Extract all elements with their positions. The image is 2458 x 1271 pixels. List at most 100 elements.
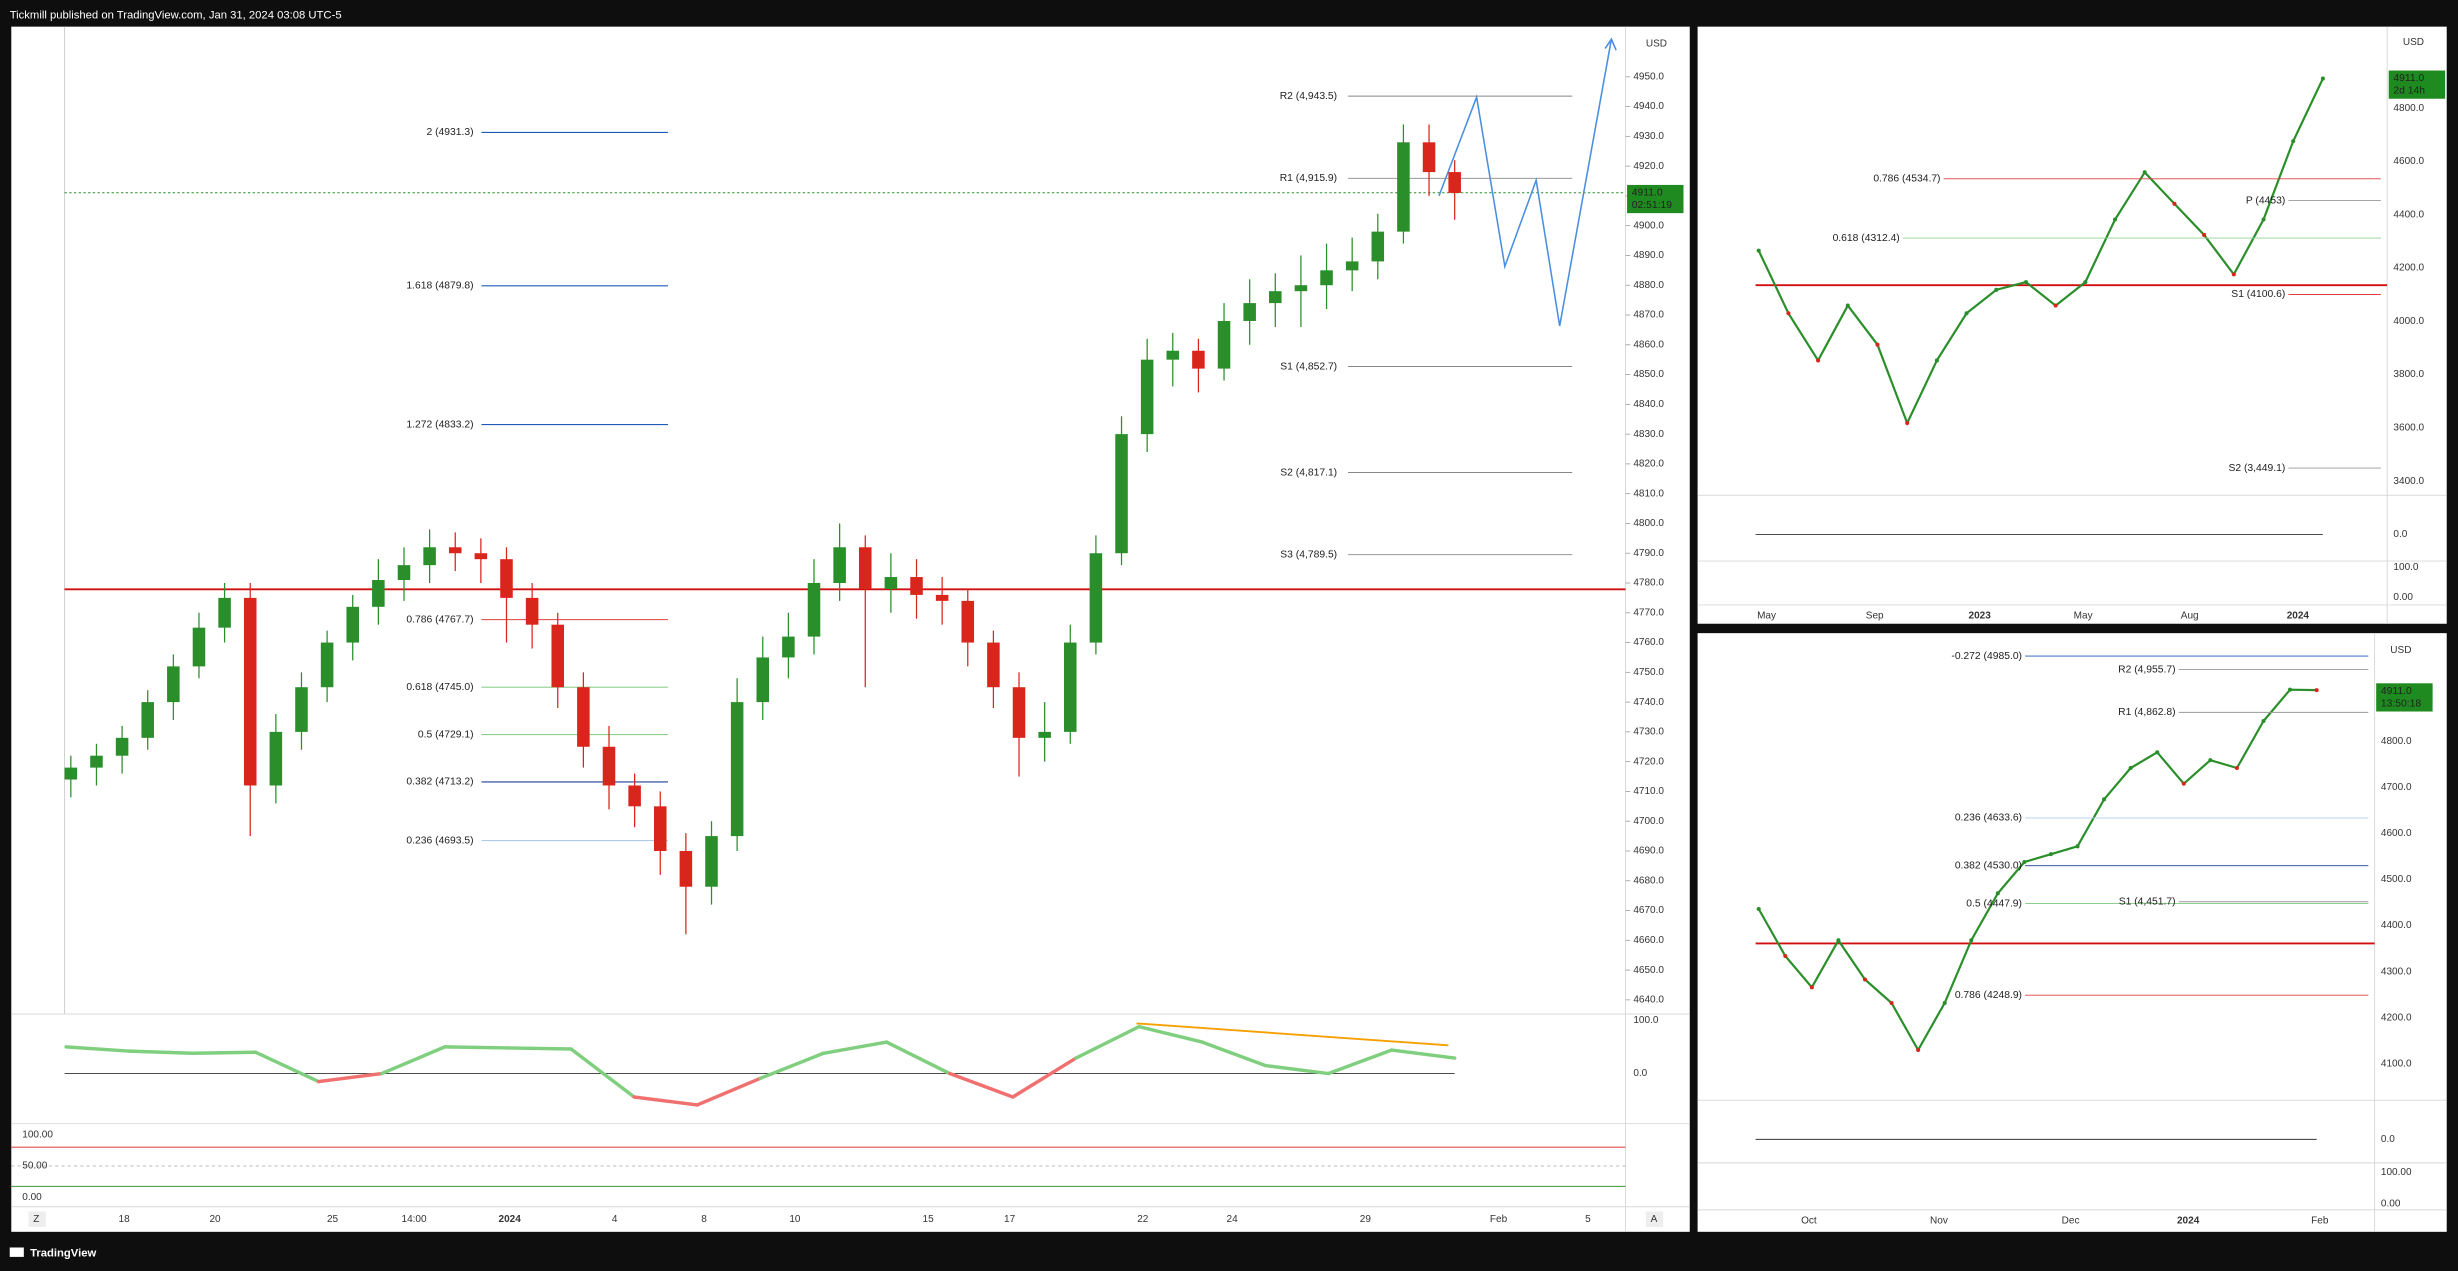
price-label: 3800.0 <box>2393 369 2424 380</box>
weekly-panel <box>1697 26 2447 624</box>
candle-body <box>448 547 462 554</box>
price-label: 4200.0 <box>2393 263 2424 274</box>
momentum-segment <box>506 1046 573 1051</box>
candle-body <box>705 836 718 887</box>
momentum-segment <box>821 1040 889 1056</box>
momentum-segment <box>1074 1024 1141 1060</box>
candle-body <box>192 627 206 667</box>
candle-body <box>833 547 846 583</box>
price-point <box>1836 938 1841 943</box>
fib-label: 0.786 (4767.7) <box>406 614 473 625</box>
candle-body <box>910 577 923 595</box>
main-separators <box>11 26 1690 1232</box>
candle-body <box>397 565 411 581</box>
candle-body <box>551 624 565 688</box>
pivot-label: R2 (4,943.5) <box>1280 91 1337 102</box>
momentum-scale: 0.0 <box>2381 1134 2395 1145</box>
candle-body <box>1064 642 1077 732</box>
price-point <box>2234 765 2239 771</box>
price-point <box>1995 891 2000 896</box>
price-badge <box>2388 70 2446 99</box>
time-label: 8 <box>701 1214 707 1225</box>
time-label: 10 <box>789 1214 801 1225</box>
price-label: 4930.0 <box>1633 131 1664 142</box>
price-point <box>2113 217 2118 222</box>
currency: USD <box>2390 645 2411 656</box>
momentum-segment <box>1389 1048 1457 1060</box>
price-point <box>2048 852 2053 857</box>
momentum-scale: 0.0 <box>1633 1068 1647 1079</box>
momentum-segment <box>695 1076 763 1107</box>
price-label: 4680.0 <box>1633 875 1664 886</box>
daily-separators <box>1697 633 2447 1232</box>
candle-body <box>218 597 231 628</box>
candle-body <box>1448 172 1461 193</box>
momentum-segment <box>253 1050 321 1084</box>
price-label: 4780.0 <box>1633 578 1664 589</box>
momentum-segment <box>190 1050 258 1056</box>
main-panel <box>11 26 1690 1232</box>
time-label: 4 <box>612 1214 618 1225</box>
price-label: 3600.0 <box>2393 423 2424 434</box>
momentum-segment <box>948 1071 1015 1099</box>
price-label: 4750.0 <box>1633 667 1664 678</box>
price-label: 4790.0 <box>1633 548 1664 559</box>
time-label: Nov <box>1930 1216 1948 1227</box>
time-label: 17 <box>1004 1214 1016 1225</box>
price-point <box>2102 797 2107 802</box>
forecast-path <box>1438 39 1613 327</box>
stochastic-scale: 50.00 <box>22 1161 47 1172</box>
time-label: 2024 <box>2287 611 2310 622</box>
price-point <box>2261 718 2266 724</box>
time-label: 15 <box>923 1214 935 1225</box>
time-label: 2024 <box>2177 1216 2200 1227</box>
price-label: 4300.0 <box>2381 966 2412 977</box>
z-button[interactable] <box>28 1211 46 1228</box>
price-point <box>2172 201 2177 206</box>
stochastic-levels <box>11 1146 1626 1187</box>
candle-body <box>1217 320 1231 369</box>
price-badge <box>1627 184 1684 214</box>
candle-body <box>64 767 78 780</box>
price-label: 4000.0 <box>2393 316 2424 327</box>
fib-label: 1.618 (4879.8) <box>406 281 473 292</box>
level-label: 0.618 (4312.4) <box>1833 233 1900 244</box>
candle-body <box>1422 142 1436 173</box>
momentum-segment <box>316 1071 384 1084</box>
momentum-segment <box>64 1045 131 1053</box>
auto-label[interactable]: A <box>1651 1214 1658 1225</box>
price-point <box>2023 280 2029 285</box>
candle-body <box>1192 350 1205 369</box>
badge-countdown: 2d 14h <box>2393 86 2425 97</box>
price-label: 4870.0 <box>1633 310 1664 321</box>
badge-countdown: 02:51:19 <box>1632 200 1672 211</box>
momentum-scale: 100.0 <box>1633 1015 1658 1026</box>
price-label: 4600.0 <box>2381 828 2412 839</box>
candle-body <box>1089 553 1103 643</box>
fib-label: 0.5 (4729.1) <box>418 729 474 740</box>
fib-label: 0.618 (4745.0) <box>406 682 473 693</box>
currency: USD <box>2403 37 2424 48</box>
auto-button[interactable] <box>1645 1211 1664 1228</box>
price-label: 4880.0 <box>1633 280 1664 291</box>
candle-body <box>602 746 616 786</box>
momentum-segment <box>1263 1063 1331 1076</box>
candle-body <box>1294 285 1308 292</box>
candle-body <box>679 850 693 887</box>
price-point <box>2053 303 2058 308</box>
candle-body <box>782 636 795 658</box>
price-label: 4860.0 <box>1633 339 1664 350</box>
candle-body <box>884 577 898 589</box>
level-label: 0.786 (4534.7) <box>1873 174 1940 185</box>
level-label: R1 (4,862.8) <box>2118 707 2175 718</box>
momentum-segment <box>1011 1056 1078 1099</box>
price-label: 4770.0 <box>1633 607 1664 618</box>
pivot-label: S1 (4,852.7) <box>1280 361 1337 372</box>
price-label: 4650.0 <box>1633 965 1664 976</box>
daily-panel <box>1697 633 2447 1232</box>
fib-label: 0.236 (4693.5) <box>406 835 473 846</box>
time-label: Feb <box>1490 1214 1508 1225</box>
candle-body <box>1115 434 1128 554</box>
price-label: 4710.0 <box>1633 786 1664 797</box>
z-label[interactable]: Z <box>33 1214 39 1225</box>
